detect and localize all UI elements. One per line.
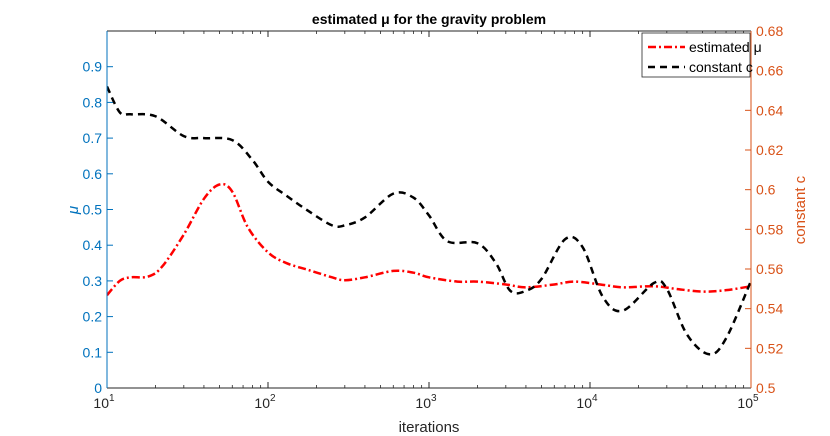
x-axis-ticks: 101 102 103 104 105: [93, 31, 759, 411]
y-left-tick-label-8: 0.8: [83, 94, 103, 110]
x-tick-label-1: 102: [254, 393, 276, 411]
y-right-tick-label-3: 0.56: [756, 261, 783, 277]
y-left-tick-label-9: 0.9: [83, 59, 103, 75]
y-right-tick-label-6: 0.62: [756, 142, 783, 158]
legend-box: [641, 32, 751, 78]
legend: estimated μ constant c: [641, 32, 762, 78]
y-left-tick-label-5: 0.5: [83, 202, 103, 218]
y-right-tick-label-8: 0.66: [756, 63, 783, 79]
x-axis-label: iterations: [399, 419, 460, 436]
y-left-tick-label-7: 0.7: [83, 130, 103, 146]
y-right-tick-label-2: 0.54: [756, 301, 783, 317]
x-tick-label-3: 104: [576, 393, 598, 411]
series-line-constant-c: [107, 85, 751, 356]
y-left-tick-label-6: 0.6: [83, 166, 103, 182]
series-line-estimated-mu: [107, 182, 751, 297]
x-tick-label-2: 103: [415, 393, 437, 411]
y-left-tick-label-3: 0.3: [83, 273, 103, 289]
y-left-axis-label: μ: [65, 206, 82, 215]
y-right-tick-label-0: 0.5: [756, 380, 776, 396]
x-tick-label-0: 101: [93, 393, 115, 411]
x-tick-label-4: 105: [737, 393, 759, 411]
y-right-tick-label-5: 0.6: [756, 182, 776, 198]
y-left-tick-label-0: 0: [94, 380, 102, 396]
y-right-tick-label-4: 0.58: [756, 221, 783, 237]
y-right-tick-label-7: 0.64: [756, 102, 783, 118]
y-left-tick-label-1: 0.1: [83, 344, 103, 360]
y-right-axis-label: constant c: [792, 175, 809, 244]
y-left-tick-label-2: 0.2: [83, 309, 103, 325]
plot-area: [107, 31, 751, 388]
legend-label-constant-c: constant c: [689, 59, 753, 75]
y-right-tick-label-1: 0.52: [756, 340, 783, 356]
y-right-axis-ticks: 0.5 0.52 0.54 0.56 0.58 0.6 0.62 0.64 0.66 0.68: [745, 23, 783, 396]
y-left-tick-label-4: 0.4: [83, 237, 103, 253]
y-right-tick-label-9: 0.68: [756, 23, 783, 39]
chart-title: estimated μ for the gravity problem: [312, 11, 546, 27]
y-left-axis-ticks: 0 0.1 0.2 0.3 0.4 0.5 0.6 0.7 0.8 0.9: [83, 59, 113, 396]
legend-label-estimated-mu: estimated μ: [689, 39, 762, 55]
